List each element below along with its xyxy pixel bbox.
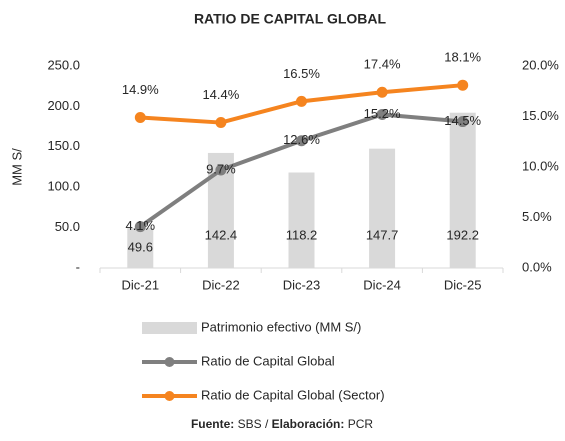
data-label: 14.4%	[202, 87, 239, 102]
line-point	[296, 135, 307, 147]
line-point	[134, 221, 146, 233]
line-point	[134, 112, 146, 124]
legend-swatch	[164, 357, 175, 367]
bar	[369, 148, 396, 268]
y-tick-label: 150.0	[47, 138, 80, 153]
data-label: 18.1%	[444, 50, 481, 65]
data-label: 142.4	[205, 227, 238, 242]
data-label: 14.5%	[444, 113, 481, 128]
data-label: 17.4%	[364, 57, 401, 72]
data-label: 9.7%	[206, 161, 236, 176]
data-label: 15.2%	[364, 106, 401, 121]
x-tick-label: Dic-22	[202, 277, 240, 292]
bar	[127, 227, 154, 268]
y-axis-label: MM S/	[9, 148, 24, 186]
data-label: 49.6	[128, 239, 153, 254]
y-tick-label: 50.0	[55, 219, 80, 234]
data-label: 118.2	[286, 227, 318, 242]
line-point	[376, 86, 388, 98]
legend-label: Ratio de Capital Global	[201, 353, 335, 368]
footnote: Fuente: SBS / Elaboración: PCR	[191, 417, 373, 431]
footnote-part: Elaboración:	[272, 417, 345, 431]
y-tick-label: 250.0	[47, 57, 80, 72]
line-point	[296, 95, 307, 107]
bar	[288, 172, 315, 268]
data-label: 192.2	[446, 227, 479, 242]
legend-label: Ratio de Capital Global (Sector)	[201, 387, 385, 402]
y2-tick-label: 15.0%	[522, 108, 559, 123]
legend-label: Patrimonio efectivo (MM S/)	[201, 319, 361, 334]
line-point	[376, 108, 388, 120]
data-label: 12.6%	[283, 132, 320, 147]
x-tick-label: Dic-21	[122, 277, 160, 292]
data-label: 14.9%	[122, 82, 159, 97]
footnote-part: SBS /	[234, 417, 271, 431]
line-point	[215, 164, 227, 176]
y2-tick-label: 20.0%	[522, 57, 559, 72]
y-tick-label: -	[76, 259, 80, 274]
y-tick-label: 200.0	[47, 98, 80, 113]
line-point	[457, 116, 469, 128]
y-tick-label: 100.0	[47, 179, 80, 194]
bar	[449, 112, 476, 269]
y2-tick-label: 10.0%	[522, 158, 559, 173]
y2-tick-label: 0.0%	[522, 259, 552, 274]
data-label: 16.5%	[283, 66, 320, 81]
line-point	[215, 117, 227, 129]
footnote-part: PCR	[344, 417, 373, 431]
data-label: 4.1%	[125, 218, 155, 233]
data-label: 147.7	[366, 227, 399, 242]
x-tick-label: Dic-23	[283, 277, 321, 292]
chart-title: RATIO DE CAPITAL GLOBAL	[194, 11, 387, 27]
x-tick-label: Dic-24	[363, 277, 401, 292]
x-tick-label: Dic-25	[444, 277, 482, 292]
y2-tick-label: 5.0%	[522, 209, 552, 224]
legend-swatch	[164, 391, 175, 401]
legend-swatch	[142, 322, 197, 334]
footnote-part: Fuente:	[191, 417, 234, 431]
line-point	[457, 79, 469, 91]
